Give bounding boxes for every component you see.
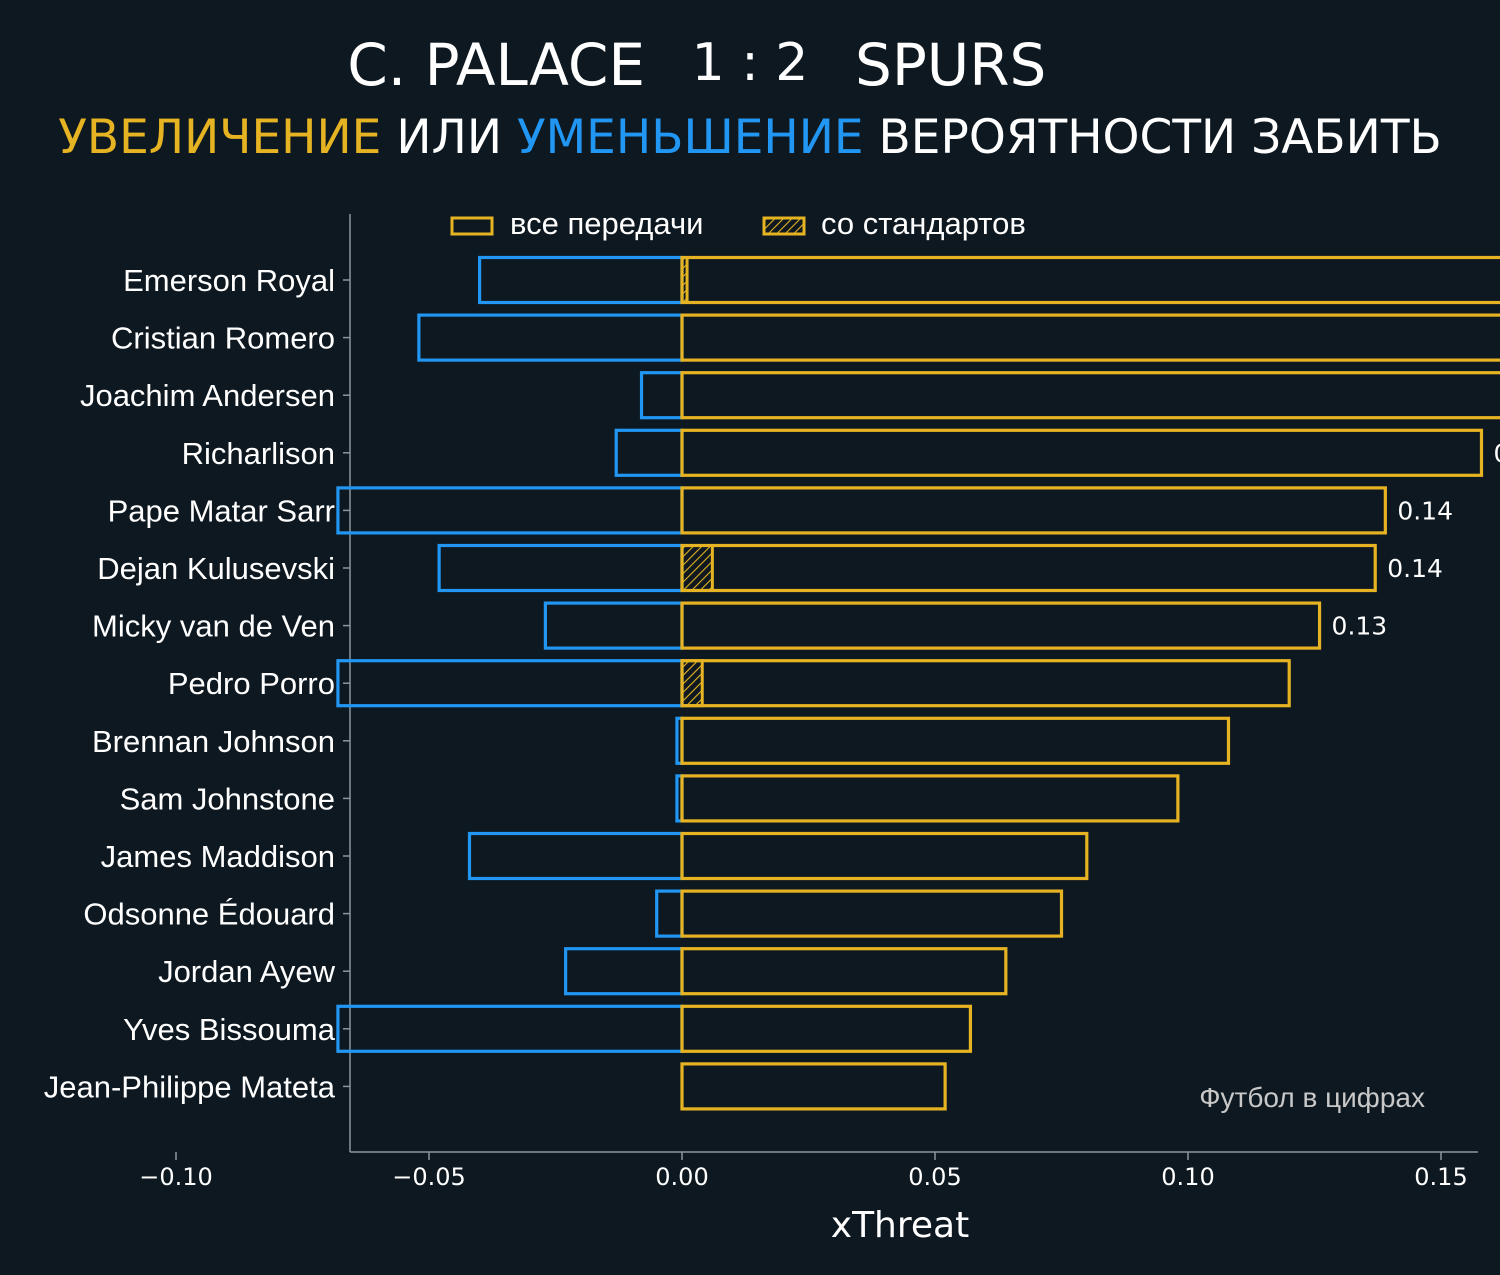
bar-value-label: 0.16 — [1493, 439, 1500, 468]
x-tick-label: −0.10 — [139, 1163, 213, 1191]
home-team-name: C. PALACE — [347, 31, 645, 99]
bar-increase — [680, 543, 1377, 593]
away-team-name: SPURS — [855, 31, 1046, 99]
bar-set-piece — [680, 256, 689, 304]
watermark-text: Футбол в цифрах — [1199, 1082, 1425, 1113]
x-ticks: −0.10−0.050.000.050.100.150.200.250.30 — [139, 1152, 1468, 1191]
bar-decrease — [336, 1004, 684, 1053]
player-label: Jordan Ayew — [158, 954, 336, 989]
player-label: Sam Johnstone — [120, 781, 335, 816]
legend-label-set-pieces: со стандартов — [821, 206, 1026, 241]
player-label: Brennan Johnson — [92, 724, 335, 759]
bar-decrease — [655, 889, 684, 938]
subtitle-decrease: УМЕНЬШЕНИЕ — [517, 110, 864, 165]
bar-decrease — [639, 371, 684, 420]
bar-decrease — [564, 947, 684, 996]
player-label: Pape Matar Sarr — [108, 493, 335, 528]
bar-increase — [680, 831, 1089, 881]
x-tick-label: −0.05 — [392, 1163, 466, 1191]
bar-set-piece — [680, 544, 714, 592]
player-label: Joachim Andersen — [80, 378, 335, 413]
bar-increase — [680, 313, 1500, 362]
player-label: Dejan Kulusevski — [97, 551, 335, 586]
bar-increase — [680, 659, 1291, 708]
bar-value-label: 0.14 — [1397, 496, 1453, 525]
bar-decrease — [417, 313, 684, 362]
x-axis-label: xThreat — [831, 1205, 969, 1246]
bar-decrease — [467, 831, 684, 881]
bar-increase — [680, 1062, 947, 1111]
bar-decrease — [478, 255, 684, 305]
bar-increase — [680, 486, 1387, 535]
subtitle-rest: ВЕРОЯТНОСТИ ЗАБИТЬ — [879, 110, 1442, 165]
x-tick-label: 0.00 — [655, 1163, 708, 1191]
player-label: Emerson Royal — [123, 263, 335, 298]
player-label: Richarlison — [182, 436, 335, 471]
player-label: Yves Bissouma — [123, 1012, 336, 1047]
bar-increase — [680, 428, 1484, 477]
bar-increase — [680, 947, 1008, 996]
bar-decrease — [543, 601, 684, 650]
subtitle-increase: УВЕЛИЧЕНИЕ — [58, 110, 381, 165]
legend-swatch-set-pieces — [762, 216, 806, 236]
bar-increase — [680, 371, 1500, 420]
bar-value-label: 0.14 — [1387, 554, 1443, 583]
x-tick-label: 0.10 — [1161, 1163, 1214, 1191]
bar-decrease — [614, 428, 684, 477]
value-labels: 0.250.190.170.160.140.140.13 — [1332, 439, 1500, 641]
player-label: Cristian Romero — [111, 321, 335, 356]
bar-decrease — [336, 486, 684, 535]
bar-increase — [680, 601, 1322, 650]
subtitle-or-word: ИЛИ — [396, 110, 502, 165]
bar-decrease — [437, 543, 684, 593]
bar-decrease — [336, 659, 684, 708]
player-label: Odsonne Édouard — [83, 897, 335, 932]
player-label: Jean-Philippe Mateta — [44, 1069, 336, 1104]
player-label: James Maddison — [101, 839, 335, 874]
bar-increase — [680, 1004, 973, 1053]
bar-increase — [680, 716, 1231, 765]
bar-set-piece — [680, 659, 704, 708]
bar-value-label: 0.13 — [1332, 612, 1388, 641]
legend-label-all-passes: все передачи — [510, 206, 703, 241]
subtitle: УВЕЛИЧЕНИЕ ИЛИ УМЕНЬШЕНИЕ ВЕРОЯТНОСТИ ЗА… — [58, 110, 1442, 165]
x-tick-label: 0.05 — [908, 1163, 961, 1191]
bars — [336, 255, 1500, 1111]
x-tick-label: 0.15 — [1414, 1163, 1467, 1191]
match-score: 1 : 2 — [692, 33, 809, 93]
bar-increase — [680, 889, 1064, 938]
legend: все передачи со стандартов — [450, 206, 1026, 241]
player-label: Micky van de Ven — [92, 609, 335, 644]
player-label: Pedro Porro — [168, 666, 335, 701]
y-tick-labels: Emerson Royal Cristian Romero Joachim Ande… — [44, 263, 350, 1104]
bar-increase — [680, 255, 1500, 305]
legend-swatch-all-passes — [450, 216, 494, 236]
bar-increase — [680, 774, 1180, 823]
